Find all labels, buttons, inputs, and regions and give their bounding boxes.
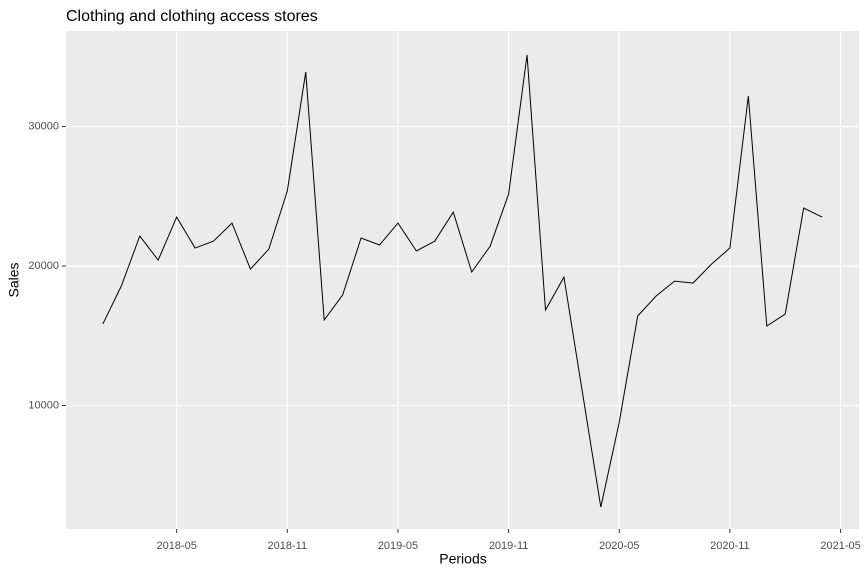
chart-title: Clothing and clothing access stores [66,8,318,25]
y-axis-title: Sales [6,262,22,297]
plot-panel [66,31,859,529]
x-axis-title: Periods [439,551,486,567]
x-tick-label: 2018-11 [268,540,308,552]
x-tick-label: 2019-05 [378,540,418,552]
y-tick-label: 20000 [28,260,59,272]
y-tick-label: 10000 [28,399,59,411]
data-line [102,54,823,508]
x-tick-label: 2019-11 [489,540,529,552]
x-tick-label: 2021-05 [820,540,860,552]
x-tick-label: 2018-05 [156,540,196,552]
x-tick-label: 2020-11 [710,540,750,552]
y-tick-label: 30000 [28,120,59,132]
x-tick-label: 2020-05 [599,540,639,552]
